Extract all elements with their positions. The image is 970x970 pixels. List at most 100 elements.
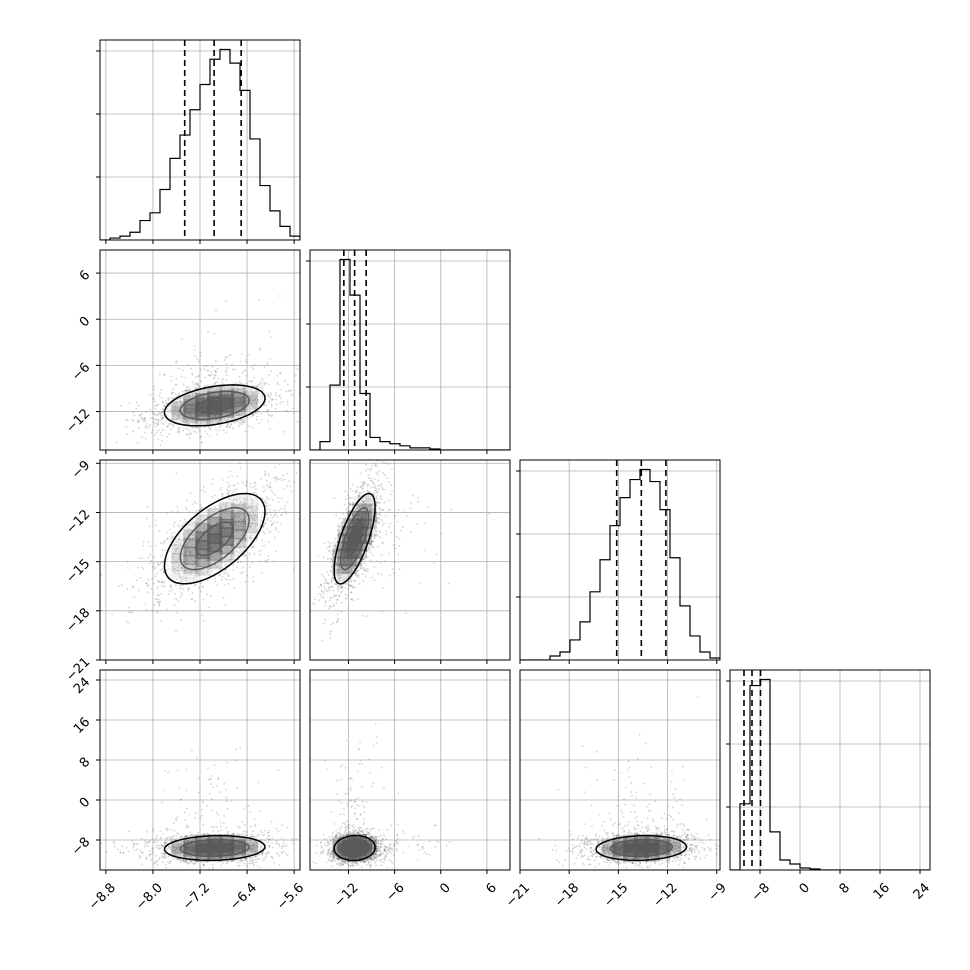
scatter-point: [175, 818, 178, 820]
scatter-point: [221, 413, 224, 416]
scatter-point: [171, 409, 174, 411]
scatter-point: [224, 604, 227, 606]
scatter-point: [170, 392, 173, 395]
scatter-point: [153, 568, 155, 571]
scatter-point: [349, 502, 352, 505]
scatter-point: [334, 569, 337, 571]
scatter-point: [178, 430, 181, 433]
panel-2-1: [309, 459, 511, 664]
scatter-point: [397, 553, 399, 556]
scatter-point: [357, 494, 360, 497]
scatter-point: [211, 495, 214, 498]
scatter-point: [337, 562, 340, 565]
scatter-point: [180, 375, 183, 378]
scatter-point: [180, 835, 183, 838]
scatter-point: [361, 487, 364, 489]
scatter-point: [175, 418, 177, 421]
scatter-point: [176, 570, 179, 573]
scatter-point: [245, 484, 248, 487]
scatter-point: [246, 496, 249, 499]
scatter-point: [162, 401, 165, 404]
scatter-point: [182, 429, 185, 432]
scatter-point: [190, 598, 193, 601]
scatter-point: [256, 401, 258, 404]
scatter-point: [230, 555, 233, 558]
density-cell: [183, 399, 199, 410]
scatter-point: [253, 840, 256, 843]
scatter-point: [336, 562, 339, 565]
scatter-point: [360, 515, 363, 518]
scatter-point: [206, 570, 209, 573]
scatter-point: [259, 554, 261, 556]
scatter-point: [182, 576, 185, 579]
scatter-point: [375, 530, 377, 533]
scatter-point: [194, 570, 197, 573]
scatter-point: [163, 580, 166, 583]
scatter-point: [265, 411, 268, 414]
scatter-point: [223, 516, 226, 518]
scatter-point: [174, 852, 177, 855]
scatter-point: [153, 433, 156, 436]
scatter-point: [342, 513, 344, 515]
scatter-point: [195, 423, 198, 425]
scatter-point: [328, 589, 331, 592]
scatter-point: [376, 517, 379, 520]
scatter-point: [333, 604, 335, 607]
scatter-point: [224, 506, 226, 508]
scatter-point: [350, 559, 353, 562]
scatter-point: [174, 850, 177, 853]
scatter-point: [239, 420, 241, 423]
scatter-point: [260, 519, 263, 522]
scatter-point: [179, 580, 182, 583]
scatter-point: [161, 548, 164, 551]
scatter-point: [259, 830, 262, 832]
scatter-point: [286, 826, 289, 829]
scatter-point: [246, 523, 248, 525]
scatter-point: [248, 511, 250, 514]
density-cell: [219, 412, 235, 423]
scatter-point: [227, 497, 230, 500]
scatter-point: [370, 537, 372, 540]
scatter-point: [282, 474, 285, 477]
scatter-point: [367, 497, 370, 500]
scatter-point: [337, 590, 340, 592]
scatter-point: [243, 387, 246, 390]
scatter-point: [266, 498, 269, 501]
scatter-point: [229, 425, 231, 427]
scatter-point: [330, 629, 333, 632]
scatter-point: [179, 400, 182, 403]
scatter-point: [158, 411, 161, 414]
scatter-point: [261, 544, 264, 547]
scatter-point: [169, 574, 172, 577]
scatter-point: [200, 515, 203, 518]
scatter-point: [214, 577, 217, 580]
scatter-point: [359, 567, 362, 569]
scatter-point: [360, 504, 363, 507]
scatter-point: [356, 486, 359, 489]
scatter-point: [171, 415, 174, 418]
scatter-point: [364, 516, 366, 519]
scatter-point: [192, 398, 195, 401]
scatter-point: [238, 516, 241, 518]
scatter-point: [182, 416, 185, 418]
scatter-point: [178, 398, 181, 401]
scatter-point: [226, 481, 229, 484]
scatter-point: [242, 421, 244, 423]
scatter-point: [193, 539, 196, 542]
scatter-point: [412, 494, 414, 497]
scatter-point: [235, 551, 238, 553]
scatter-point: [282, 431, 285, 433]
scatter-point: [265, 381, 268, 384]
scatter-point: [342, 571, 345, 574]
scatter-point: [321, 590, 324, 593]
scatter-point: [254, 411, 257, 414]
scatter-point: [202, 514, 205, 517]
scatter-point: [170, 537, 172, 540]
scatter-point: [274, 526, 277, 529]
scatter-point: [239, 518, 242, 520]
scatter-point: [349, 496, 351, 499]
scatter-point: [249, 566, 251, 568]
scatter-point: [160, 417, 163, 419]
scatter-point: [336, 620, 339, 623]
